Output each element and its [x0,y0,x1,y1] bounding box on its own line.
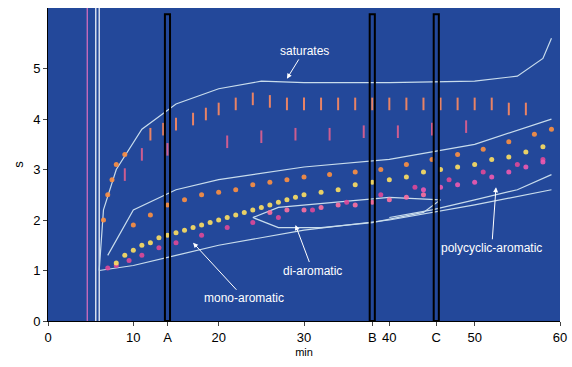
svg-text:60: 60 [553,330,567,345]
svg-text:0: 0 [33,314,40,329]
svg-text:min: min [295,346,313,358]
svg-text:4: 4 [33,112,40,127]
svg-text:saturates: saturates [280,44,329,58]
svg-text:A: A [163,330,172,345]
svg-text:mono-aromatic: mono-aromatic [204,291,284,305]
svg-text:s: s [11,161,26,168]
svg-text:2: 2 [33,213,40,228]
svg-text:40: 40 [382,330,396,345]
svg-text:10: 10 [126,330,140,345]
svg-text:3: 3 [33,162,40,177]
svg-text:20: 20 [211,330,225,345]
svg-text:di-aromatic: di-aromatic [283,264,342,278]
svg-text:polycyclic-aromatic: polycyclic-aromatic [441,241,542,255]
svg-text:30: 30 [297,330,311,345]
svg-text:50: 50 [467,330,481,345]
svg-text:5: 5 [33,61,40,76]
svg-text:C: C [432,330,441,345]
svg-text:1: 1 [33,263,40,278]
svg-text:0: 0 [44,330,51,345]
svg-text:B: B [368,330,377,345]
